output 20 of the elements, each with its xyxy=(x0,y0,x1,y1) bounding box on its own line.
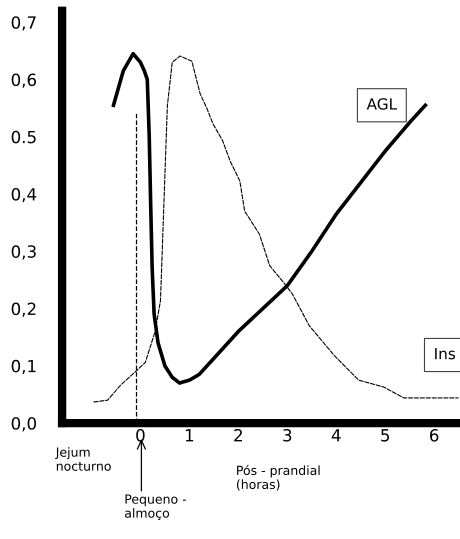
x-tick-label: 5 xyxy=(381,429,390,442)
y-tick-label: 0,4 xyxy=(12,188,36,202)
x-tick-label: 1 xyxy=(186,429,194,442)
text: Pequeno - almoço xyxy=(125,494,186,520)
text: Pós - prandial (horas) xyxy=(236,464,320,491)
x-tick-label: 4 xyxy=(332,429,341,442)
y-tick-label: 0,2 xyxy=(12,302,36,317)
y-tick-label: 0,1 xyxy=(12,360,36,374)
text: Ins xyxy=(435,348,456,360)
text: Jejum nocturno xyxy=(55,447,111,471)
y-tick-label: 0.5 xyxy=(12,130,36,144)
y-tick-label: 0,3 xyxy=(12,245,36,260)
y-tick-label: 0,6 xyxy=(12,73,36,88)
series-label: AGL xyxy=(366,98,398,110)
y-tick-label: 0,7 xyxy=(12,16,36,31)
x-tick-label: 3 xyxy=(283,428,292,442)
x-tick-label: 2 xyxy=(234,428,242,442)
y-tick-label: 0,0 xyxy=(12,417,36,432)
x-tick-label: 6 xyxy=(430,428,438,442)
x-tick-label: 0 xyxy=(136,428,145,442)
